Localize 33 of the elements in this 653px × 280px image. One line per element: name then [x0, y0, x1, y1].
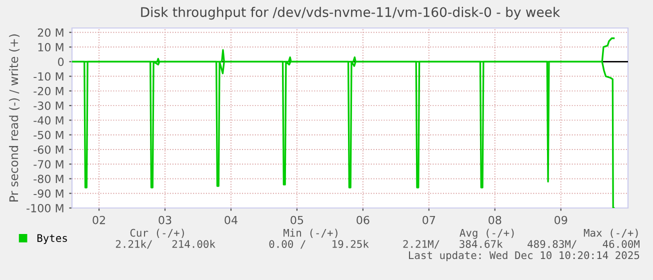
text: 0.00 / 19.25k — [269, 240, 369, 249]
x-tick-label: 08 — [488, 216, 502, 224]
x-tick-label: 04 — [224, 216, 238, 224]
x-tick-label: 06 — [356, 216, 370, 224]
text: Min (-/+) — [284, 228, 338, 238]
y-tick-label: -60 M — [34, 145, 64, 154]
y-tick-label: -70 M — [34, 160, 64, 168]
y-tick-label: 10 M — [38, 43, 64, 52]
chart-title: Disk throughput for /dev/vds-nvme-11/vm-160-disk-0 - by week — [141, 6, 560, 20]
y-tick-label: 20 M — [38, 28, 64, 37]
x-tick-label: 07 — [422, 216, 436, 224]
y-tick-label: -20 M — [34, 86, 64, 96]
text: Cur (-/+) — [130, 228, 184, 238]
x-tick-label: 02 — [92, 216, 105, 224]
y-tick-label: 0 — [58, 58, 64, 66]
text: 489.83M/ 46.00M — [528, 240, 640, 249]
x-tick-label: 09 — [554, 216, 568, 224]
y-tick-label: -30 M — [34, 102, 64, 110]
text: Last update: Wed Dec 10 10:20:14 2025 — [409, 251, 640, 262]
text: Avg (-/+) — [460, 228, 514, 239]
y-tick-label: -10 M — [34, 72, 64, 81]
legend-label: Bytes — [37, 234, 67, 244]
y-axis-title: Pr second read (-) / write (+) — [9, 34, 20, 202]
y-tick-label: -100 M — [26, 204, 64, 212]
text: 2.21k/ 214.00k — [116, 240, 216, 249]
y-tick-label: -80 M — [34, 174, 64, 184]
y-tick-label: -40 M — [34, 116, 64, 125]
y-tick-label: -50 M — [34, 130, 64, 140]
x-tick-label: 05 — [290, 216, 304, 224]
x-tick-label: 03 — [158, 216, 172, 224]
text: 2.21M/ 384.67k — [403, 240, 503, 249]
text: Max (-/+) — [584, 228, 638, 238]
y-tick-label: -90 M — [34, 189, 64, 198]
